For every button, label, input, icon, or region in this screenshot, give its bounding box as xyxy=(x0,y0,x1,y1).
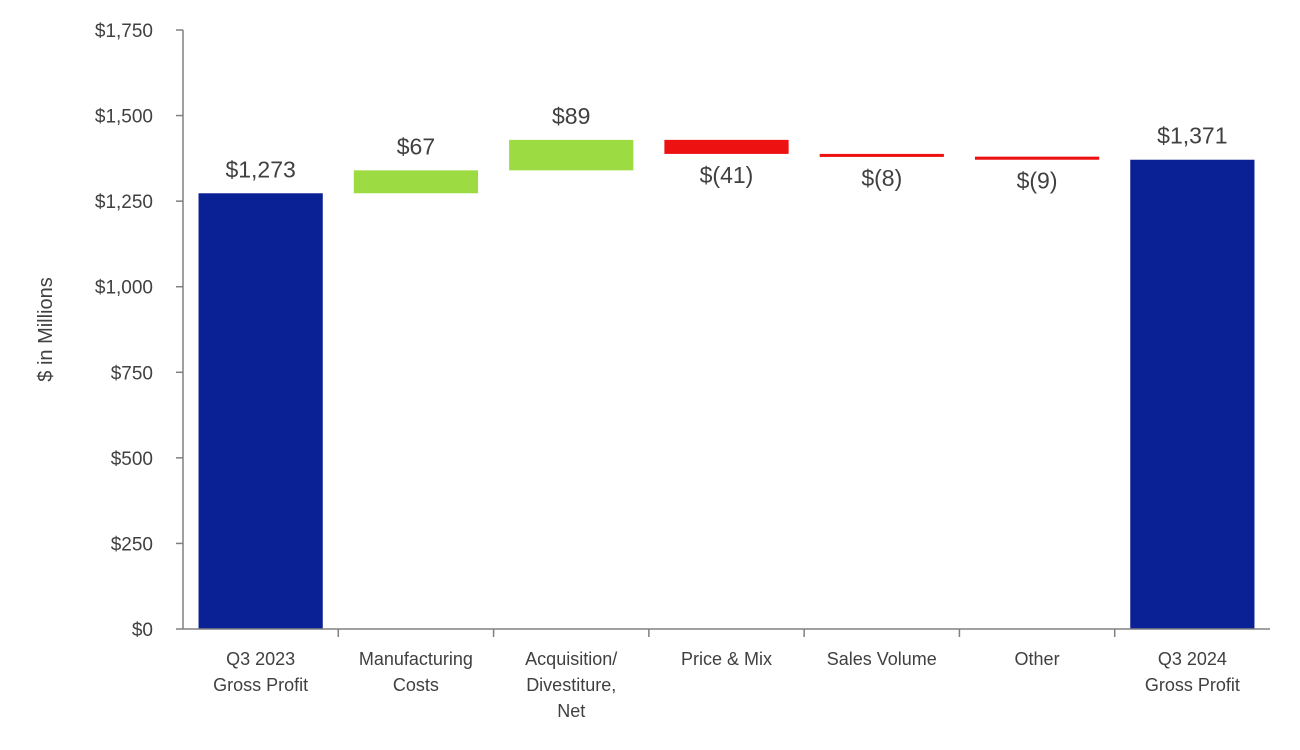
x-category-label: Net xyxy=(557,701,585,721)
bars xyxy=(198,139,1255,630)
x-axis: Q3 2023 Gross Profit Manufacturing Costs Acq… xyxy=(183,628,1270,721)
x-category-label: Gross Profit xyxy=(1145,675,1240,695)
decrease-bar xyxy=(664,139,789,154)
increase-bar xyxy=(509,139,634,171)
y-axis-label: $ in Millions xyxy=(35,277,57,381)
data-label: $89 xyxy=(552,103,590,129)
x-category-label: Other xyxy=(1015,649,1060,669)
decrease-bar xyxy=(819,153,944,157)
total-bar xyxy=(1130,159,1255,629)
y-tick-label: $750 xyxy=(111,363,153,384)
y-tick-label: $250 xyxy=(111,534,153,555)
y-tick-label: $0 xyxy=(132,620,153,641)
y-axis: $0 $250 $500 $750 $1,000 $1,250 $1,500 $1,750 xyxy=(95,21,184,641)
data-label: $67 xyxy=(397,133,435,159)
y-tick-label: $1,500 xyxy=(95,107,153,128)
x-category-label: Q3 2023 xyxy=(226,649,295,669)
y-tick-label: $1,000 xyxy=(95,278,153,299)
y-tick-label: $1,250 xyxy=(95,192,153,213)
increase-bar xyxy=(353,170,479,194)
y-tick-label: $1,750 xyxy=(95,21,153,42)
data-label: $1,371 xyxy=(1157,123,1227,149)
x-category-label: Costs xyxy=(393,675,439,695)
data-label: $(41) xyxy=(700,162,754,188)
decrease-bar xyxy=(974,156,1100,160)
data-label: $(9) xyxy=(1017,168,1058,194)
x-category-label: Q3 2024 xyxy=(1158,649,1227,669)
data-labels: $1,273 $67 $89 $(41) $(8) $(9) $1,371 xyxy=(225,103,1227,194)
total-bar xyxy=(198,193,323,630)
x-category-label: Divestiture, xyxy=(526,675,616,695)
x-category-label: Sales Volume xyxy=(827,649,937,669)
x-category-label: Acquisition/ xyxy=(525,649,617,669)
data-label: $(8) xyxy=(861,165,902,191)
x-category-label: Price & Mix xyxy=(681,649,772,669)
data-label: $1,273 xyxy=(225,156,295,182)
x-category-label: Manufacturing xyxy=(359,649,473,669)
x-category-label: Gross Profit xyxy=(213,675,308,695)
y-tick-label: $500 xyxy=(111,449,153,470)
